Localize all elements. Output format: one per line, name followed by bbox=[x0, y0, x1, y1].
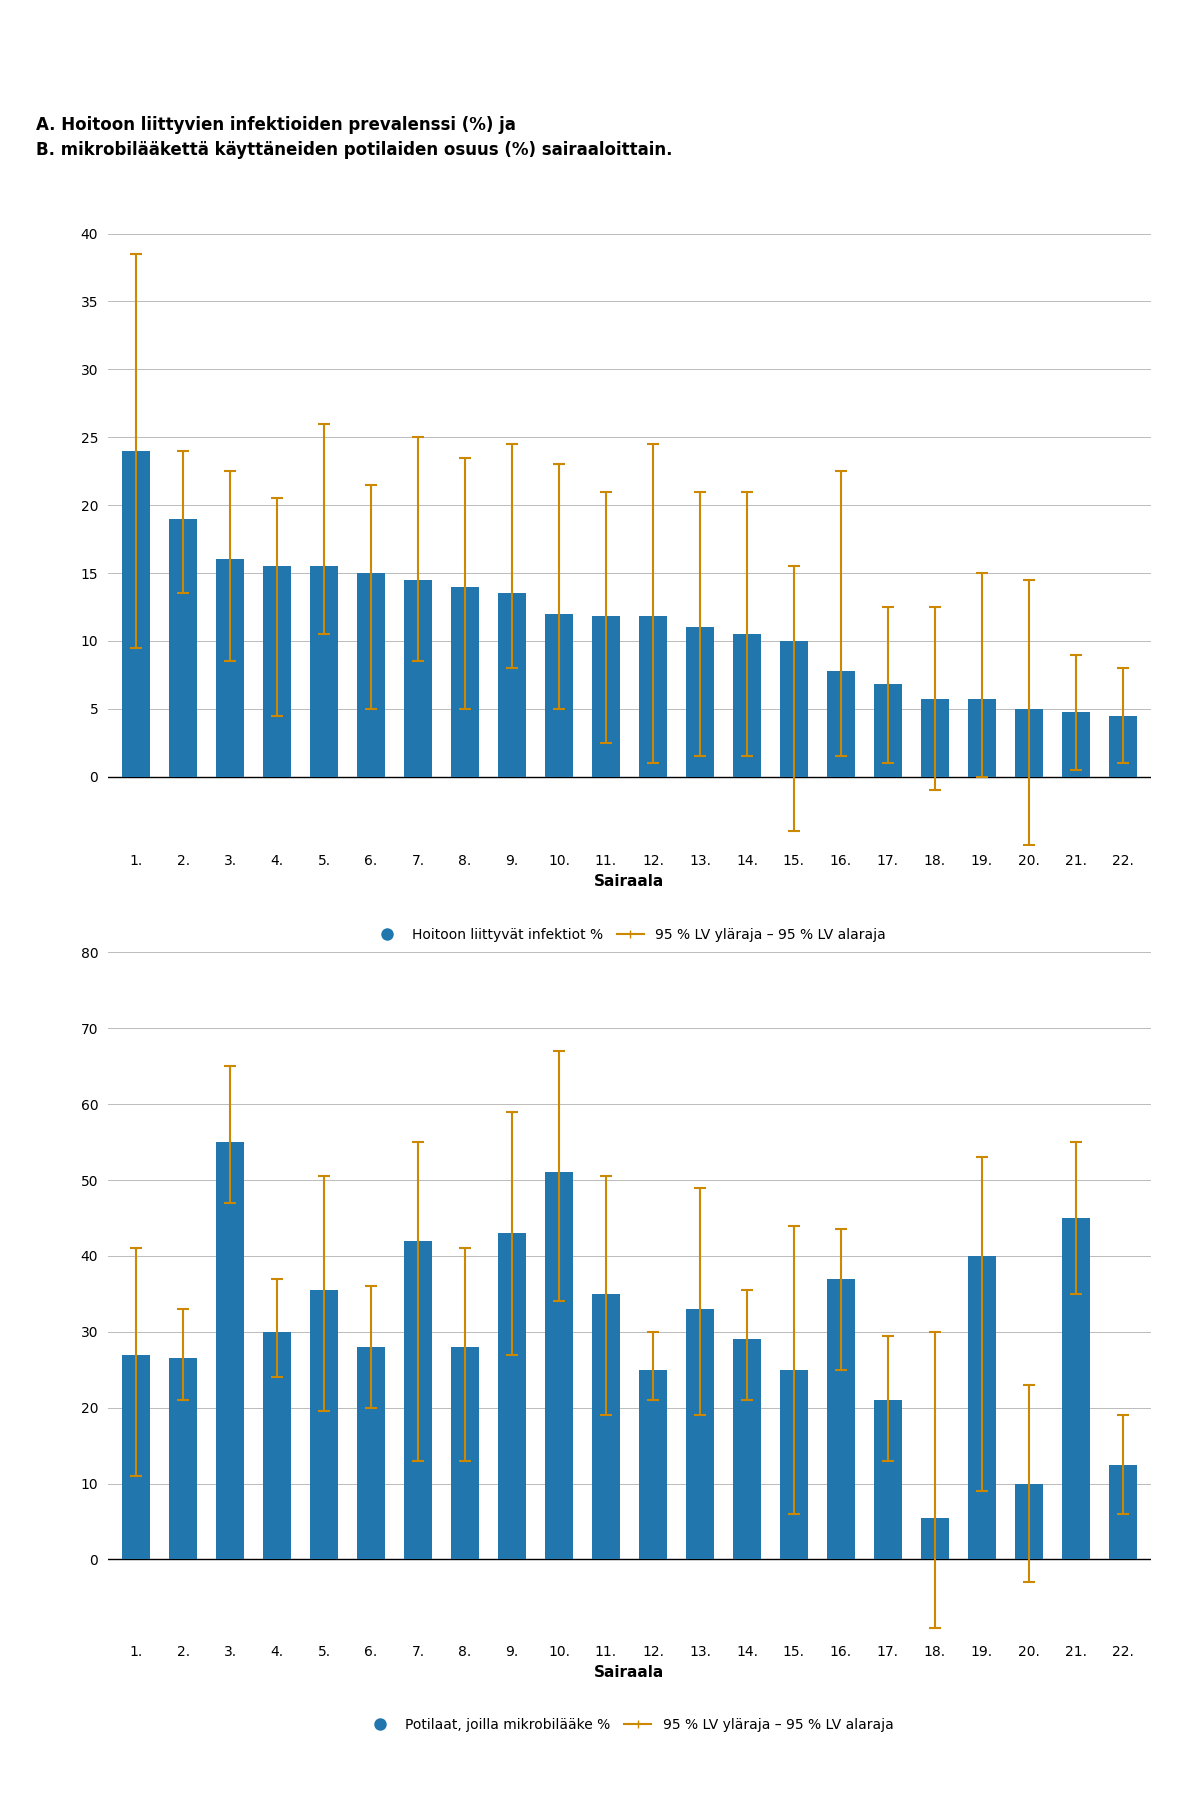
Bar bbox=[544, 615, 573, 776]
Text: KUVIO 1.: KUVIO 1. bbox=[14, 22, 104, 41]
Bar bbox=[311, 566, 338, 776]
Bar bbox=[874, 1400, 902, 1560]
Bar bbox=[968, 1256, 996, 1560]
Bar bbox=[921, 1518, 948, 1560]
Bar bbox=[357, 1348, 385, 1560]
Bar bbox=[122, 451, 150, 776]
Bar bbox=[404, 1240, 432, 1560]
Bar bbox=[451, 586, 480, 776]
Bar bbox=[733, 634, 761, 776]
Bar bbox=[921, 699, 948, 776]
Text: A. Hoitoon liittyvien infektioiden prevalenssi (%) ja
B. mikrobilääkettä käyttän: A. Hoitoon liittyvien infektioiden preva… bbox=[36, 115, 673, 158]
X-axis label: Sairaala: Sairaala bbox=[595, 873, 664, 890]
Bar bbox=[1062, 1218, 1090, 1560]
Bar bbox=[779, 642, 808, 776]
Bar bbox=[311, 1290, 338, 1560]
Bar bbox=[498, 1233, 526, 1560]
Bar bbox=[122, 1355, 150, 1560]
Bar bbox=[592, 616, 620, 776]
Bar bbox=[451, 1348, 480, 1560]
Bar bbox=[874, 685, 902, 776]
Bar bbox=[498, 593, 526, 776]
Bar bbox=[544, 1172, 573, 1560]
Bar bbox=[686, 627, 715, 776]
Bar bbox=[827, 1279, 855, 1560]
Bar bbox=[1109, 1465, 1137, 1560]
Bar bbox=[169, 1359, 197, 1560]
Bar bbox=[357, 573, 385, 776]
Bar bbox=[639, 1369, 667, 1560]
Legend: Potilaat, joilla mikrobilääke %, 95 % LV yläraja – 95 % LV alaraja: Potilaat, joilla mikrobilääke %, 95 % LV… bbox=[360, 1713, 899, 1738]
Bar bbox=[639, 616, 667, 776]
Bar bbox=[686, 1308, 715, 1560]
Bar bbox=[1109, 715, 1137, 776]
Bar bbox=[263, 566, 291, 776]
Bar bbox=[779, 1369, 808, 1560]
Bar bbox=[169, 519, 197, 776]
Bar bbox=[827, 670, 855, 776]
Bar bbox=[216, 559, 245, 776]
Bar bbox=[216, 1143, 245, 1560]
Bar bbox=[263, 1332, 291, 1560]
Bar bbox=[1062, 712, 1090, 776]
X-axis label: Sairaala: Sairaala bbox=[595, 1664, 664, 1680]
Bar bbox=[968, 699, 996, 776]
Bar bbox=[733, 1339, 761, 1560]
Bar bbox=[404, 580, 432, 776]
Legend: Hoitoon liittyvät infektiot %, 95 % LV yläraja – 95 % LV alaraja: Hoitoon liittyvät infektiot %, 95 % LV y… bbox=[367, 922, 892, 947]
Bar bbox=[1014, 1484, 1043, 1560]
Bar bbox=[592, 1294, 620, 1560]
Bar bbox=[1014, 708, 1043, 776]
